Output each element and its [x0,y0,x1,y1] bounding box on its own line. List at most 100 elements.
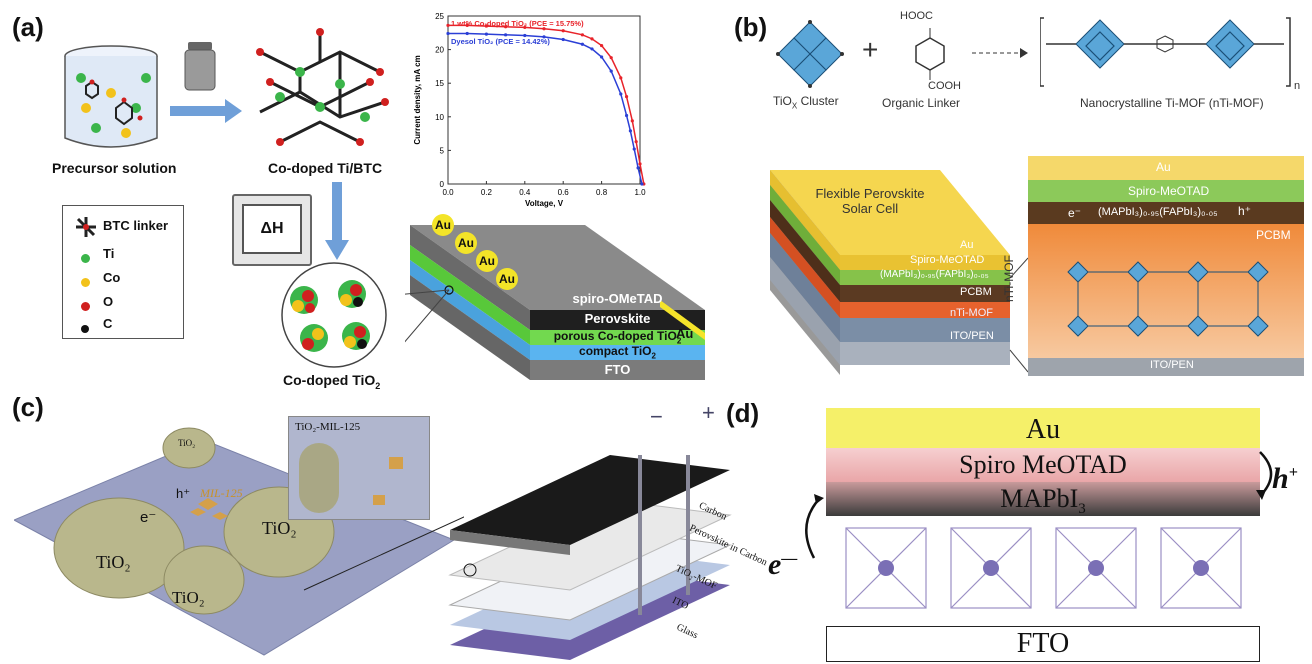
zoom-itopen [1028,358,1304,376]
zoom-perovskite [1028,202,1304,224]
data-point [590,47,594,51]
zoom-label-perovskite: (MAPbI₃)₀.₉₅(FAPbI₃)₀.₀₅ [1098,206,1218,218]
stack-pcbm: PCBM [960,286,992,298]
device-stack-a [405,225,705,380]
y-tick-label: 25 [435,12,444,21]
layer-d-spiro: Spiro MeOTAD [826,448,1260,482]
side-label-ntimof: nTi-MOF [1002,255,1016,302]
electron-label-b: e⁻ [1068,206,1082,220]
jv-chart: 0.0 0.2 0.4 0.6 0.8 1.0 0 5 10 15 20 25 Voltage, V Cu… [413,12,646,208]
hole-label-c: h⁺ [176,486,191,501]
y-axis-label: Current density, mA cm [413,55,422,144]
data-point [504,33,508,37]
data-point [628,129,632,133]
data-point [619,92,623,96]
data-point [630,119,634,123]
codoped-tio2-label: Co-doped TiO2 [283,372,381,391]
zoom-spiro [1028,180,1304,202]
data-point [636,166,640,170]
mil-label: MIL-125 [200,486,243,500]
au-dot: Au [496,268,518,290]
inset-mof-crystal [389,457,403,469]
zoom-label-au: Au [1156,160,1171,174]
data-point [465,31,469,36]
tiox-cluster-label: TiOX Cluster [773,94,839,111]
y-tick-label: 0 [440,180,445,189]
mof-lattice-b [1067,261,1269,337]
stack-au: Au [960,239,974,251]
data-point [561,29,565,33]
o-dot-icon [81,298,90,316]
legend-item: Co [103,270,121,285]
au-dot: Au [476,250,498,272]
co-dot-icon [81,274,90,292]
electron-label-d: e— [768,548,798,581]
data-point [600,55,604,59]
hole-arrow-d [1256,451,1273,500]
au-dot: Au [432,214,454,236]
layer-fto: FTO [604,362,631,377]
panel-c-label: (c) [12,392,44,422]
zoom-au [1028,156,1304,180]
zoom-label-spiro: Spiro-MeOTAD [1128,184,1210,198]
hooc-label: HOOC [900,10,933,22]
x-tick-label: 0.0 [442,188,454,197]
y-tick-label: 20 [435,46,444,55]
zoom-label-pcbm: PCBM [1256,228,1291,242]
data-point [561,37,565,42]
data-point [484,32,488,36]
nanoparticle-circle [281,262,387,368]
plot-frame [447,15,641,185]
data-point [590,37,594,41]
data-point [580,42,584,46]
precursor-beaker [64,45,158,148]
legend-item: Ti [103,246,115,261]
stack-perovskite: (MAPbI₃)₀.₉₅(FAPbI₃)₀.₀₅ [880,269,989,280]
minus-terminal: − [650,404,663,429]
mof-lattice-d [845,527,1242,609]
data-point [523,25,527,30]
hole-label-b: h⁺ [1238,204,1252,218]
au-dot: Au [455,232,477,254]
legend-item: O [103,294,114,309]
tio2-particle: TiO₂ [262,518,297,538]
plus-terminal: + [702,400,715,425]
au-side-label: Au [676,326,694,341]
data-point [634,140,638,144]
x-tick-label: 0.8 [596,188,608,197]
heat-label: ΔH [242,204,302,254]
cooh-label: COOH [928,80,961,92]
x-tick-label: 1.0 [634,188,646,197]
codoped-btc-network [256,28,389,146]
data-point [609,56,613,60]
inset-particle [299,443,339,513]
data-point [446,23,450,28]
device-stack-c [448,455,732,660]
layer-d-au: Au [826,408,1260,448]
zoom-label-itopen: ITO/PEN [1150,359,1194,371]
panel-b-label: (b) [734,12,768,42]
data-point [580,33,584,37]
data-point [446,31,450,36]
y-tick-label: 15 [435,79,444,88]
electron-arrow-d [805,494,824,559]
btc-linker-icon [73,214,99,245]
dashed-arrow [972,48,1028,58]
legend-item: BTC linker [103,218,169,233]
y-tick-label: 10 [435,113,444,122]
tio2-particle: TiO₂ [178,438,196,448]
data-point [523,33,527,38]
data-point [619,76,623,80]
inset-label: TiO₂-MIL-125 [295,421,361,433]
tio2-particle: TiO₂ [172,588,205,607]
data-point [542,27,546,31]
electron-label-c: e⁻ [140,509,157,526]
substrate-c [14,427,464,656]
data-point [504,25,508,29]
c-dot-icon [81,320,89,338]
tiox-cluster-icon [776,20,844,88]
layer-porous-tio2: porous Co-doped TiO2 [553,329,682,346]
layer-d-fto: FTO [826,626,1260,662]
stack-spiro: Spiro-MeOTAD [910,254,985,266]
precursor-label: Precursor solution [52,160,177,176]
